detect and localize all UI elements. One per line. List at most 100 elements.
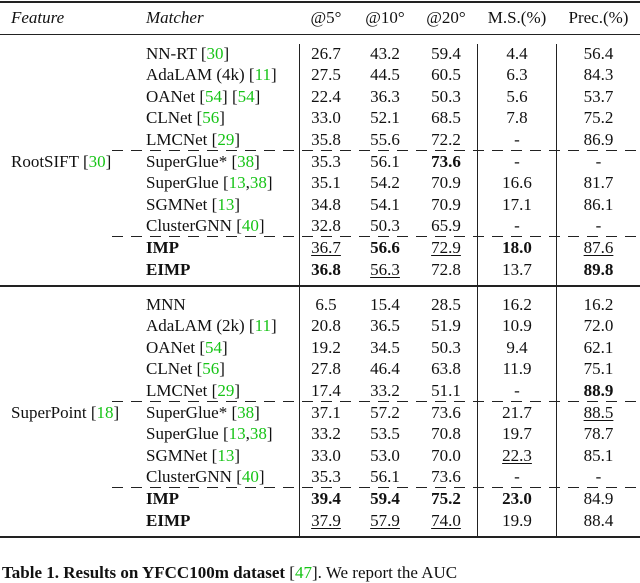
citation-link[interactable]: 56 (202, 108, 220, 128)
table-row: LMCNet [29] 35.8 55.6 72.2 - 86.9 (0, 129, 640, 151)
bottom-rule (0, 536, 640, 538)
value-text: 46.4 (370, 359, 400, 379)
citation-link[interactable]: 40 (241, 216, 259, 236)
matcher-name: IMP (146, 237, 180, 257)
value-auc20: 70.0 (415, 445, 477, 467)
citation-link[interactable]: 30 (206, 43, 224, 63)
citation-link[interactable]: 13 (228, 424, 246, 444)
value-text: 86.1 (583, 194, 614, 214)
matcher-cell: IMP (146, 488, 179, 510)
citation-link[interactable]: 13 (228, 173, 246, 193)
value-text: 33.0 (311, 108, 341, 128)
value-text: - (595, 467, 602, 487)
header-feature: Feature (11, 8, 65, 27)
value-text: 56.1 (370, 151, 400, 171)
value-auc10: 50.3 (355, 215, 415, 237)
dashed-separator (112, 400, 640, 402)
value-auc5: 37.9 (300, 510, 352, 532)
value-text: 72.0 (583, 316, 614, 336)
value-auc20: 65.9 (415, 215, 477, 237)
citation-link[interactable]: 29 (217, 129, 235, 149)
citation-link[interactable]: 56 (202, 359, 220, 379)
value-text: 85.1 (583, 445, 614, 465)
table-row: ClusterGNN [40] 32.8 50.3 65.9 - - (0, 215, 640, 237)
value-auc20: 70.8 (415, 423, 477, 445)
citation-link[interactable]: 30 (88, 151, 106, 171)
value-auc10: 36.5 (355, 315, 415, 337)
value-ms: 11.9 (478, 358, 556, 380)
matcher-name: IMP (146, 488, 180, 508)
feature-name: RootSIFT (11, 151, 79, 171)
caption-title: Results on YFCC100m dataset (63, 563, 286, 582)
value-auc10: 33.2 (355, 380, 415, 402)
value-text: 56.1 (370, 467, 400, 487)
matcher-name: SGMNet (146, 194, 208, 214)
feature-label: SuperPoint [18] (11, 402, 120, 422)
value-auc5: 27.8 (300, 358, 352, 380)
citation-link[interactable]: 38 (237, 151, 255, 171)
value-text: 22.4 (311, 86, 341, 106)
value-auc20: 70.9 (415, 194, 477, 216)
matcher-cell: SuperGlue* [38] (146, 151, 260, 171)
value-text: 37.1 (311, 402, 341, 422)
table-row: IMP 39.4 59.4 75.2 23.0 84.9 (0, 488, 640, 510)
value-auc20: 73.6 (415, 466, 477, 488)
caption-citation[interactable]: 47 (294, 563, 312, 582)
value-text: 21.7 (502, 402, 532, 422)
value-text: 9.4 (506, 337, 528, 357)
value-text: 23.0 (502, 488, 532, 508)
value-text: 34.5 (370, 337, 400, 357)
matcher-cell: ClusterGNN [40] (146, 467, 265, 487)
value-text: 32.8 (311, 216, 341, 236)
value-auc20: 72.8 (415, 259, 477, 281)
citation-link[interactable]: 54 (237, 86, 255, 106)
value-auc5: 35.3 (300, 151, 352, 173)
citation-link[interactable]: 54 (205, 86, 223, 106)
value-text: 50.3 (370, 216, 400, 236)
citation-link[interactable]: 11 (254, 65, 271, 85)
value-text: 6.3 (506, 65, 528, 85)
citation-link[interactable]: 38 (249, 424, 267, 444)
value-auc5: 26.7 (300, 43, 352, 65)
table-row: LMCNet [29] 17.4 33.2 51.1 - 88.9 (0, 380, 640, 402)
value-text: 75.1 (583, 359, 614, 379)
header-auc10: @10° (365, 8, 405, 27)
value-auc10: 54.1 (355, 194, 415, 216)
value-prec: 84.9 (557, 488, 640, 510)
value-text: - (595, 216, 602, 236)
value-auc20: 51.9 (415, 315, 477, 337)
value-text: 34.8 (311, 194, 341, 214)
citation-link[interactable]: 18 (96, 402, 114, 422)
citation-link[interactable]: 40 (241, 467, 259, 487)
matcher-cell: MNN (146, 294, 186, 316)
citation-link[interactable]: 13 (217, 445, 235, 465)
citation-link[interactable]: 13 (217, 194, 235, 214)
citation-link[interactable]: 11 (254, 316, 271, 336)
value-text: 4.4 (506, 43, 528, 63)
citation-link[interactable]: 54 (205, 337, 223, 357)
value-text: 53.0 (370, 445, 400, 465)
value-prec: 84.3 (557, 64, 640, 86)
citation-link[interactable]: 29 (217, 380, 235, 400)
value-text: 36.5 (370, 316, 400, 336)
value-text: 19.2 (311, 337, 341, 357)
value-ms: 5.6 (478, 86, 556, 108)
citation-link[interactable]: 38 (249, 173, 267, 193)
value-prec: - (557, 466, 640, 488)
value-text: 50.3 (431, 337, 461, 357)
matcher-cell: IMP (146, 237, 179, 259)
citation-link[interactable]: 38 (237, 402, 255, 422)
value-auc5: 39.4 (300, 488, 352, 510)
matcher-cell: EIMP (146, 259, 190, 281)
table-row: SuperGlue [13,38] 33.2 53.5 70.8 19.7 78.7 (0, 423, 640, 445)
value-auc5: 36.8 (300, 259, 352, 281)
value-auc20: 51.1 (415, 380, 477, 402)
top-rule (0, 1, 640, 3)
value-text: 26.7 (311, 43, 341, 63)
value-auc5: 20.8 (300, 315, 352, 337)
value-text: 15.4 (370, 294, 400, 314)
value-text: 70.0 (431, 445, 461, 465)
value-prec: 53.7 (557, 86, 640, 108)
value-auc20: 72.2 (415, 129, 477, 151)
matcher-name: SuperGlue (146, 424, 219, 444)
